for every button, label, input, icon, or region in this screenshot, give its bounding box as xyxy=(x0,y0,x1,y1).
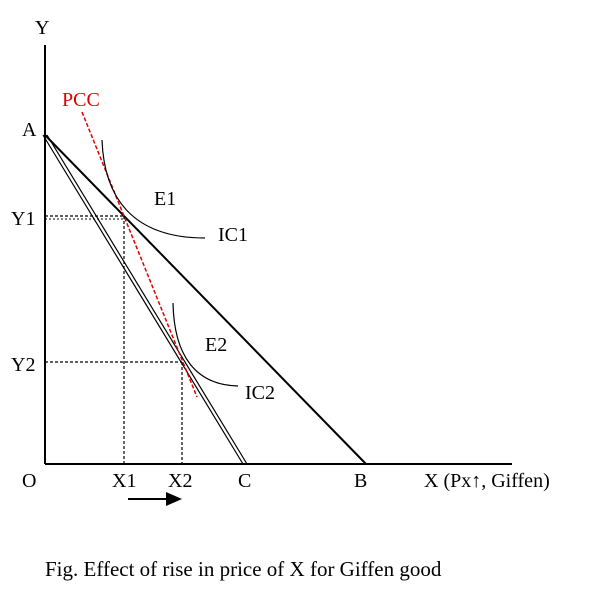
pcc-label: PCC xyxy=(62,89,100,111)
x1-label: X1 xyxy=(112,470,136,492)
indifference-curve-ic1 xyxy=(101,139,206,239)
ic2-label: IC2 xyxy=(245,382,275,404)
x2-label: X2 xyxy=(168,470,192,492)
origin-label: O xyxy=(22,470,36,492)
y1-label: Y1 xyxy=(11,208,35,230)
e2-label: E2 xyxy=(205,334,227,356)
indifference-curve-ic2 xyxy=(172,302,239,387)
budget-line-ac xyxy=(42,134,244,465)
budget-line-ac-inner xyxy=(46,134,248,465)
point-a-label: A xyxy=(22,119,37,141)
right-arrow-icon xyxy=(128,492,182,506)
figure-caption: Fig. Effect of rise in price of X for Gi… xyxy=(45,557,442,581)
y2-label: Y2 xyxy=(11,354,35,376)
point-b-label: B xyxy=(354,470,367,492)
budget-line-ab xyxy=(44,134,367,465)
ic1-label: IC1 xyxy=(218,224,248,246)
y-axis-label: Y xyxy=(35,17,49,39)
x-axis-label: X (Px↑, Giffen) xyxy=(424,470,550,492)
pcc-line xyxy=(81,111,198,398)
point-c-label: C xyxy=(238,470,251,492)
e1-label: E1 xyxy=(154,188,176,210)
